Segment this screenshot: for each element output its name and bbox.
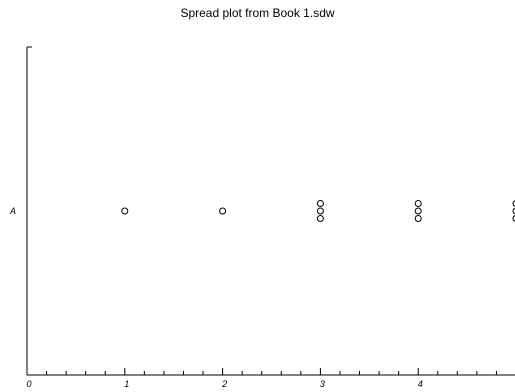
x-tick-label: 4: [418, 379, 423, 389]
chart-title: Spread plot from Book 1.sdw: [180, 6, 335, 20]
data-point: [414, 200, 422, 207]
data-point: [316, 207, 324, 215]
x-axis-ticks: [26, 368, 497, 375]
data-point: [219, 207, 227, 215]
data-point: [414, 215, 422, 222]
chart-axes: [26, 46, 515, 376]
data-point: [414, 207, 422, 215]
x-tick-label: 1: [124, 379, 129, 389]
axis-tick-labels: 012345A: [9, 206, 423, 389]
x-tick-label: 2: [221, 379, 227, 389]
data-points: [121, 200, 515, 222]
data-point: [316, 215, 324, 222]
data-point: [316, 200, 324, 207]
x-tick-label: 0: [26, 379, 31, 389]
data-point: [121, 207, 129, 215]
y-category-label: A: [9, 206, 16, 216]
x-tick-label: 3: [320, 379, 325, 389]
